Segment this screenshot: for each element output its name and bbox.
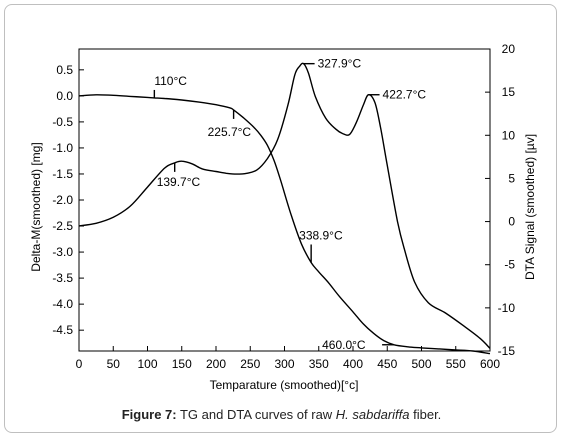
y-tick-label: 0.0 [56,89,73,103]
y2-tick-label: 20 [502,42,516,56]
x-axis-title: Temparature (smoothed)[°c] [210,378,359,392]
y-tick-label: -4.0 [52,297,73,311]
tg-curve [78,94,491,355]
annotation-label: 327.9°C [318,57,362,71]
y-tick-label: -1.5 [52,167,73,181]
x-tick-label: 100 [137,357,157,371]
y-tick-label: -0.5 [52,115,73,129]
x-tick-label: 600 [480,357,500,371]
y2-tick-label: -5 [504,258,515,272]
annotation-label: 422.7°C [383,88,427,102]
plot-frame [78,48,491,352]
annotation-label: 338.9°C [299,228,343,242]
y-axis-title: Delta-M(smoothed) [mg] [29,142,43,271]
figure-frame [4,4,557,433]
y2-tick-label: 15 [502,85,516,99]
y2-tick-label: 10 [502,128,516,142]
x-tick-label: 250 [240,357,260,371]
x-tick-label: 450 [377,357,397,371]
dta-curve [78,62,491,349]
y2-tick-label: -10 [498,301,516,315]
y-tick-label: -3.5 [52,271,73,285]
annotation-label: 139.7°C [157,175,201,189]
x-tick-label: 300 [274,357,294,371]
y-tick-label: -1.0 [52,141,73,155]
y2-axis-title: DTA Signal (smoothed) [µv] [523,134,537,280]
y2-tick-label: -15 [498,344,516,358]
y-tick-label: -3.0 [52,245,73,259]
x-tick-label: 200 [206,357,226,371]
annotation-label: 225.7°C [208,125,252,139]
series-layer [78,62,491,355]
annotation-label: 460.0°C [322,338,366,352]
figure-caption: Figure 7: TG and DTA curves of raw H. sa… [0,407,563,422]
y-tick-label: -2.0 [52,193,73,207]
x-tick-label: 0 [76,357,83,371]
x-tick-label: 150 [172,357,192,371]
annotation-layer: 110°C 225.7°C 338.9°C 460.0°C 139.7°C 327.9°C… [153,57,427,352]
y-tick-label: -2.5 [52,219,73,233]
x-tick-label: 500 [411,357,431,371]
y2-tick-label: 0 [508,215,515,229]
caption-species: H. sabdariffa [335,407,410,422]
x-tick-label: 550 [446,357,466,371]
x-tick-label: 400 [343,357,363,371]
caption-text-before: TG and DTA curves of raw [176,407,336,422]
y-tick-label: 0.5 [56,63,73,77]
axes-layer: 0 50 100 150 200 250 300 350 400 450 500 550 6000.50… [52,42,515,371]
caption-lead: Figure 7: [121,407,177,422]
y-tick-label: -4.5 [52,323,73,337]
x-tick-label: 50 [107,357,121,371]
annotation-label: 110°C [154,74,187,88]
y2-tick-label: 5 [508,171,515,185]
caption-text-after: fiber. [409,407,442,422]
x-tick-label: 350 [309,357,329,371]
